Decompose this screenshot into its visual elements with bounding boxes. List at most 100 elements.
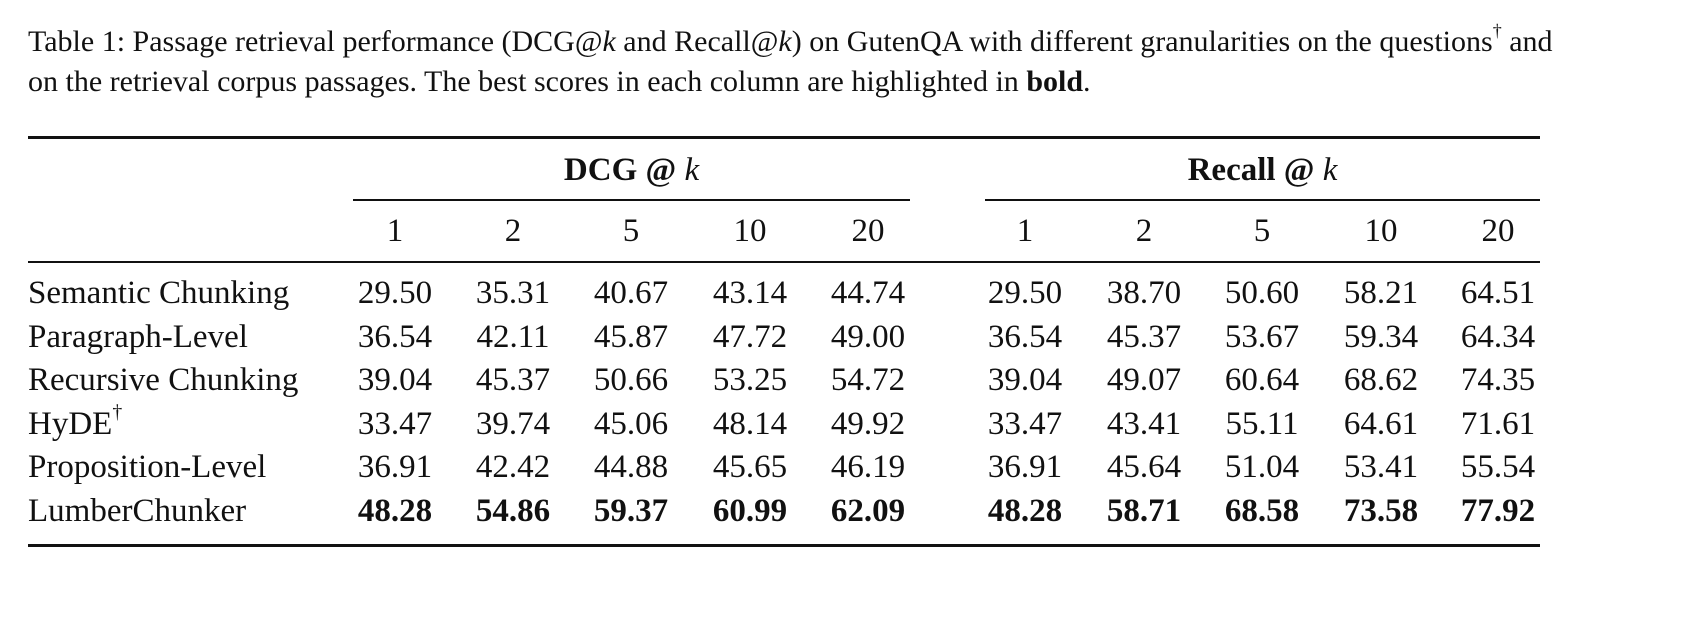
cell-value: 39.74 bbox=[475, 405, 551, 442]
k-header: 20 bbox=[851, 213, 885, 249]
cell-value: 47.72 bbox=[712, 318, 788, 355]
k-header: 5 bbox=[1253, 213, 1271, 249]
row-name-text: Recursive Chunking bbox=[28, 362, 299, 399]
group-var: k bbox=[1322, 152, 1338, 188]
row-name: Semantic Chunking bbox=[28, 273, 289, 313]
cell-value: 36.54 bbox=[357, 318, 433, 355]
cell-value: 53.41 bbox=[1343, 449, 1419, 486]
cell-value: 68.62 bbox=[1343, 362, 1419, 399]
bottom-rule bbox=[28, 544, 1540, 547]
cell-value: 53.25 bbox=[712, 362, 788, 399]
caption-text: Table 1: Passage retrieval performance (… bbox=[28, 25, 603, 58]
cell-value: 40.67 bbox=[593, 275, 669, 311]
cell-value: 55.11 bbox=[1225, 405, 1299, 442]
cell-value: 71.61 bbox=[1460, 405, 1536, 442]
k-header: 1 bbox=[386, 213, 404, 249]
cell-value: 73.58 bbox=[1343, 493, 1419, 529]
k-header: 20 bbox=[1481, 213, 1515, 249]
cell-value: 77.92 bbox=[1460, 493, 1536, 529]
cell-value: 53.67 bbox=[1224, 318, 1300, 355]
cell-value: 49.92 bbox=[830, 405, 906, 442]
group-header: Recall @ k bbox=[1188, 150, 1338, 190]
cell-value: 64.51 bbox=[1460, 275, 1536, 311]
k-header: 10 bbox=[1364, 213, 1398, 249]
row-name-text: LumberChunker bbox=[28, 493, 247, 529]
row-name-text: HyDE bbox=[28, 405, 113, 442]
cell-value: 42.42 bbox=[475, 449, 551, 486]
row-name-text: Semantic Chunking bbox=[28, 275, 290, 311]
cell-value: 64.61 bbox=[1343, 405, 1419, 442]
cell-value: 46.19 bbox=[830, 449, 906, 486]
cell-value: 51.04 bbox=[1224, 449, 1300, 486]
row-name: Paragraph-Level bbox=[28, 317, 248, 357]
cell-value: 58.21 bbox=[1343, 275, 1419, 311]
cell-value: 44.74 bbox=[830, 275, 906, 311]
cell-value: 74.35 bbox=[1460, 362, 1536, 399]
group-rule bbox=[353, 199, 910, 201]
cell-value: 45.65 bbox=[712, 449, 788, 486]
cell-value: 29.50 bbox=[357, 275, 433, 311]
mid-rule bbox=[28, 261, 1540, 263]
cell-value: 49.07 bbox=[1106, 362, 1182, 399]
caption-text: ) on GutenQA with different granularitie… bbox=[791, 25, 1493, 58]
group-name: Recall @ bbox=[1187, 152, 1315, 188]
cell-value: 39.04 bbox=[357, 362, 433, 399]
row-name: Proposition-Level bbox=[28, 447, 266, 487]
caption: Table 1: Passage retrieval performance (… bbox=[28, 22, 1558, 102]
top-rule bbox=[28, 136, 1540, 139]
k-header: 1 bbox=[1016, 213, 1034, 249]
group-rule bbox=[985, 199, 1540, 201]
cell-value: 48.28 bbox=[357, 493, 433, 529]
cell-value: 54.72 bbox=[830, 362, 906, 399]
cell-value: 55.54 bbox=[1460, 449, 1536, 486]
cell-value: 49.00 bbox=[830, 318, 906, 355]
k-header: 2 bbox=[1135, 213, 1153, 249]
cell-value: 50.60 bbox=[1224, 275, 1300, 311]
k-header: 2 bbox=[504, 213, 522, 249]
cell-value: 33.47 bbox=[357, 405, 433, 442]
group-var: k bbox=[684, 152, 700, 188]
cell-value: 44.88 bbox=[593, 449, 669, 486]
row-name: Recursive Chunking bbox=[28, 360, 298, 400]
cell-value: 43.14 bbox=[712, 275, 788, 311]
cell-value: 45.37 bbox=[1106, 318, 1182, 355]
row-name-text: Proposition-Level bbox=[28, 449, 267, 486]
cell-value: 42.11 bbox=[476, 318, 550, 355]
cell-value: 38.70 bbox=[1106, 275, 1182, 311]
row-name: HyDE† bbox=[28, 400, 123, 444]
cell-value: 68.58 bbox=[1224, 493, 1300, 529]
cell-value: 54.86 bbox=[475, 493, 551, 529]
cell-value: 48.14 bbox=[712, 405, 788, 442]
caption-dagger: † bbox=[1492, 20, 1502, 41]
k-header: 10 bbox=[733, 213, 767, 249]
row-mark: † bbox=[112, 400, 123, 423]
cell-value: 45.87 bbox=[593, 318, 669, 355]
cell-value: 35.31 bbox=[475, 275, 551, 311]
group-name: DCG @ bbox=[563, 152, 677, 188]
cell-value: 36.91 bbox=[357, 449, 433, 486]
caption-text: and Recall@ bbox=[615, 25, 779, 58]
caption-bold: bold bbox=[1026, 65, 1084, 98]
caption-var: k bbox=[778, 25, 792, 58]
cell-value: 60.99 bbox=[712, 493, 788, 529]
row-name: LumberChunker bbox=[28, 491, 246, 531]
caption-text: . bbox=[1083, 65, 1091, 98]
cell-value: 59.34 bbox=[1343, 318, 1419, 355]
cell-value: 50.66 bbox=[593, 362, 669, 399]
cell-value: 29.50 bbox=[987, 275, 1063, 311]
cell-value: 60.64 bbox=[1224, 362, 1300, 399]
cell-value: 48.28 bbox=[987, 493, 1063, 529]
cell-value: 36.91 bbox=[987, 449, 1063, 486]
cell-value: 45.37 bbox=[475, 362, 551, 399]
cell-value: 62.09 bbox=[830, 493, 906, 529]
cell-value: 45.64 bbox=[1106, 449, 1182, 486]
cell-value: 45.06 bbox=[593, 405, 669, 442]
cell-value: 43.41 bbox=[1106, 405, 1182, 442]
k-header: 5 bbox=[622, 213, 640, 249]
cell-value: 64.34 bbox=[1460, 318, 1536, 355]
group-header: DCG @ k bbox=[564, 150, 699, 190]
cell-value: 33.47 bbox=[987, 405, 1063, 442]
caption-var: k bbox=[602, 25, 616, 58]
cell-value: 58.71 bbox=[1106, 493, 1182, 529]
